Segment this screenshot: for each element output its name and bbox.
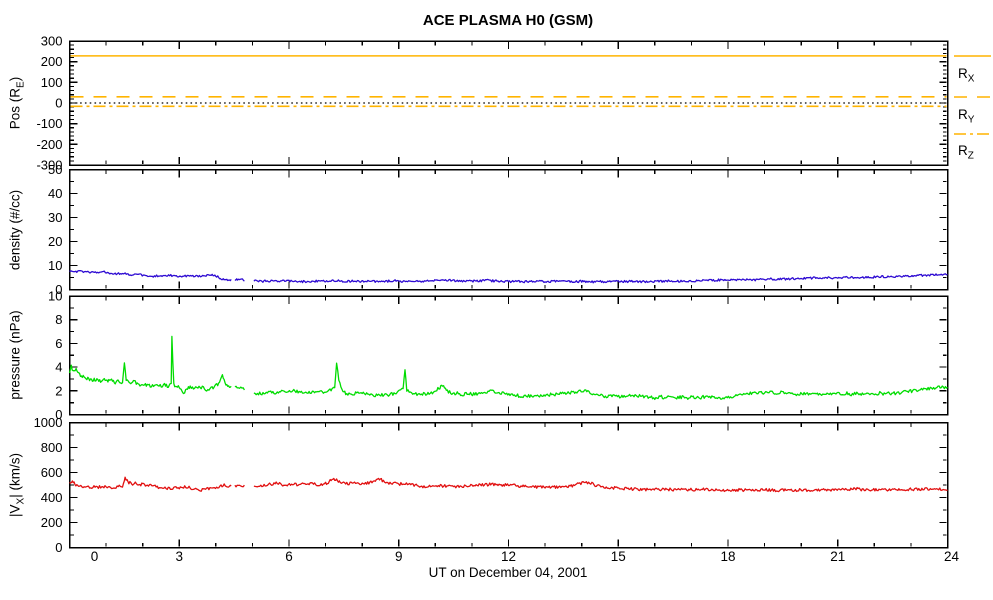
- position-panel-frame: [68, 40, 949, 166]
- x-tick-label: 9: [395, 549, 403, 564]
- x-tick-label: 24: [944, 549, 960, 564]
- position-ytick-label: 200: [41, 54, 63, 69]
- pressure-ytick-label: 6: [55, 336, 62, 351]
- density-ytick-label: 40: [48, 186, 62, 201]
- pressure-ytick-label: 0: [55, 407, 62, 422]
- chart-title: ACE PLASMA H0 (GSM): [422, 12, 594, 29]
- legend-label-rz: RZ: [958, 143, 974, 162]
- velocity-ytick-label: 200: [41, 515, 63, 530]
- velocity-ytick-label: 1000: [34, 415, 63, 430]
- position-ytick-label: 100: [41, 75, 63, 90]
- density-ytick-label: 10: [48, 258, 62, 273]
- pressure-ytick-label: 2: [55, 383, 62, 398]
- pressure-ytick-label: 4: [55, 360, 62, 375]
- position-ytick-label: -200: [36, 137, 62, 152]
- pressure-ytick-label: 8: [55, 312, 62, 327]
- x-axis-label: UT on December 04, 2001: [428, 565, 588, 580]
- velocity-ytick-label: 600: [41, 465, 63, 480]
- velocity-ytick-label: 800: [41, 440, 63, 455]
- velocity-trace: [69, 476, 948, 493]
- density-ytick-label: 20: [48, 234, 62, 249]
- density-panel-frame: [68, 168, 949, 291]
- velocity-ytick-label: 400: [41, 490, 63, 505]
- y-axis-label-density: density (#/cc): [7, 189, 23, 270]
- velocity-panel-frame: [68, 421, 949, 549]
- position-ytick-label: -100: [36, 116, 62, 131]
- position-ytick-label: -300: [36, 158, 62, 173]
- y-axis-label-position: Pos (RE): [7, 76, 27, 130]
- velocity-ytick-label: 0: [55, 540, 62, 555]
- position-ytick-label: 0: [55, 96, 62, 111]
- x-tick-label: 15: [611, 549, 626, 564]
- x-tick-label: 3: [175, 549, 183, 564]
- legend-label-rx: RX: [958, 66, 975, 85]
- legend-label-ry: RY: [958, 107, 975, 126]
- pressure-trace: [68, 335, 948, 401]
- x-tick-label: 0: [91, 549, 99, 564]
- density-ytick-label: 0: [55, 282, 62, 297]
- x-tick-label: 12: [501, 549, 516, 564]
- pressure-panel-frame: [68, 295, 949, 416]
- pressure-ytick-label: 10: [48, 289, 62, 304]
- x-tick-label: 18: [720, 549, 735, 564]
- y-axis-label-velocity: |VX| (km/s): [7, 453, 27, 517]
- x-tick-label: 21: [830, 549, 845, 564]
- density-ytick-label: 50: [48, 162, 62, 177]
- x-tick-label: 6: [285, 549, 293, 564]
- y-axis-label-pressure: pressure (nPa): [7, 310, 23, 400]
- density-ytick-label: 30: [48, 210, 62, 225]
- position-ytick-label: 300: [41, 34, 63, 49]
- density-trace: [69, 269, 948, 284]
